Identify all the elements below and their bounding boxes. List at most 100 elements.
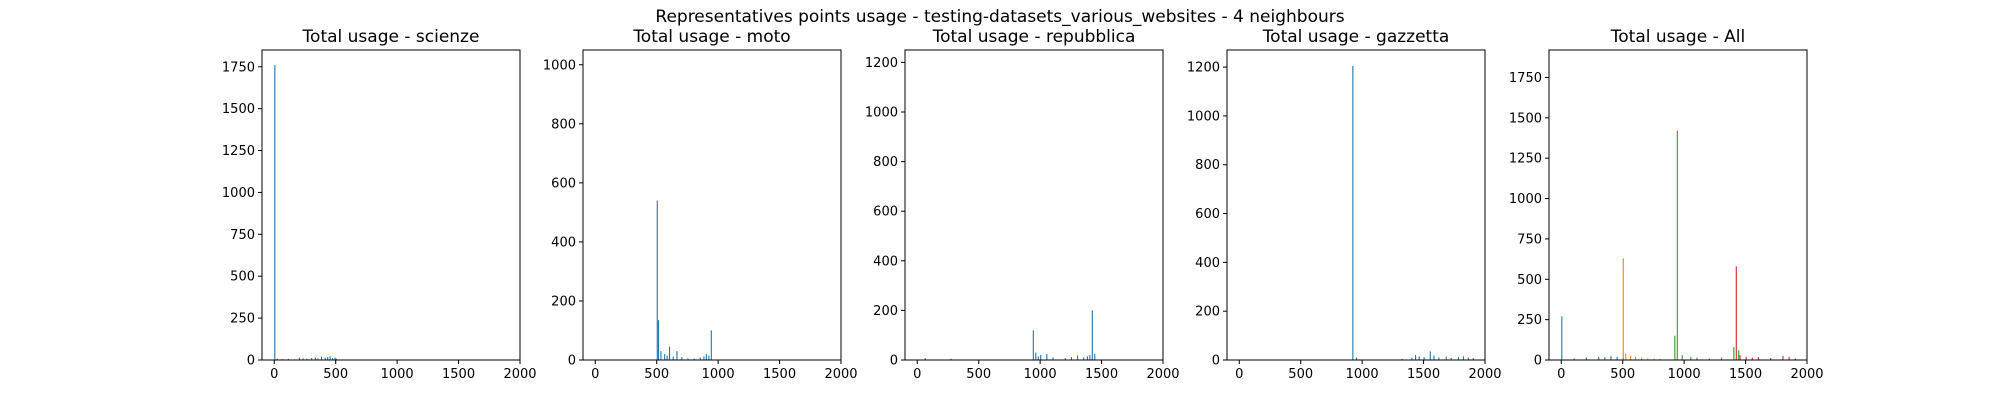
bar-moto bbox=[1647, 358, 1649, 360]
x-tick-label: 1000 bbox=[381, 367, 414, 382]
bar-gazzetta bbox=[1445, 356, 1447, 360]
y-tick-label: 1250 bbox=[1509, 152, 1542, 167]
bar-gazzetta bbox=[1433, 355, 1435, 360]
bar-gazzetta bbox=[1782, 355, 1784, 360]
y-tick-label: 1000 bbox=[1187, 109, 1220, 124]
bar-scienze bbox=[276, 358, 278, 360]
bar-scienze bbox=[1604, 357, 1606, 360]
chart-title: Total usage - All bbox=[1610, 27, 1745, 47]
x-tick-label: 2000 bbox=[1468, 367, 1501, 382]
bar-scienze bbox=[314, 357, 316, 360]
bar-moto bbox=[703, 356, 705, 360]
y-tick-label: 1000 bbox=[543, 58, 576, 73]
bar-repubblica bbox=[1064, 358, 1066, 360]
y-tick-label: 400 bbox=[873, 254, 898, 269]
bar-gazzetta bbox=[1411, 357, 1413, 360]
bar-scienze bbox=[1573, 358, 1575, 360]
y-tick-label: 0 bbox=[1534, 354, 1542, 369]
y-tick-label: 200 bbox=[551, 294, 576, 309]
x-tick-label: 1500 bbox=[1729, 367, 1762, 382]
x-tick-label: 2000 bbox=[503, 367, 536, 382]
bar-moto bbox=[666, 355, 668, 360]
y-tick-label: 1000 bbox=[222, 186, 255, 201]
bar-moto bbox=[657, 320, 660, 360]
x-tick-label: 1500 bbox=[442, 367, 475, 382]
bar-scienze bbox=[320, 356, 323, 360]
figure-suptitle: Representatives points usage - testing-d… bbox=[655, 7, 1344, 27]
panels-container: Total usage - scienze 0 500 1000 1500 2000 0 25… bbox=[222, 27, 1824, 382]
y-tick-label: 1750 bbox=[222, 60, 255, 75]
y-tick-label: 1200 bbox=[865, 56, 898, 71]
bar-repubblica bbox=[1708, 358, 1710, 360]
chart-panel: Total usage - gazzetta 0 500 1000 1500 2000 0 2… bbox=[1187, 27, 1502, 382]
bar-gazzetta bbox=[1429, 351, 1431, 360]
x-tick-label: 2000 bbox=[1146, 367, 1179, 382]
y-tick-label: 1000 bbox=[1509, 192, 1542, 207]
bar-moto bbox=[687, 358, 689, 360]
bar-scienze bbox=[306, 358, 308, 360]
bar-scienze bbox=[334, 357, 336, 360]
y-tick-label: 750 bbox=[230, 228, 255, 243]
y-tick-label: 0 bbox=[890, 354, 898, 369]
bar-repubblica bbox=[1690, 356, 1692, 360]
bar-moto bbox=[676, 351, 678, 360]
bar-repubblica bbox=[1733, 347, 1735, 360]
y-tick-label: 400 bbox=[1195, 256, 1220, 271]
bar-repubblica bbox=[1046, 353, 1048, 360]
bar-repubblica bbox=[1086, 356, 1088, 360]
bar-moto bbox=[708, 355, 710, 360]
bar-gazzetta bbox=[1739, 355, 1741, 360]
bar-repubblica bbox=[1077, 355, 1079, 360]
bar-scienze bbox=[1616, 356, 1618, 360]
y-tick-label: 250 bbox=[230, 312, 255, 327]
y-tick-label: 750 bbox=[1517, 232, 1542, 247]
chart-title: Total usage - gazzetta bbox=[1262, 27, 1450, 47]
bar-scienze bbox=[329, 356, 331, 360]
bar-moto bbox=[1622, 258, 1624, 360]
bar-repubblica bbox=[1094, 353, 1096, 360]
y-tick-label: 1750 bbox=[1509, 71, 1542, 86]
y-tick-label: 800 bbox=[873, 155, 898, 170]
bar-scienze bbox=[327, 356, 329, 360]
bar-gazzetta bbox=[1467, 357, 1469, 360]
chart-panel: Total usage - scienze 0 500 1000 1500 2000 0 25… bbox=[222, 27, 537, 382]
bar-repubblica bbox=[1040, 355, 1042, 360]
x-tick-label: 500 bbox=[644, 367, 669, 382]
bar-moto bbox=[669, 346, 671, 360]
bar-gazzetta bbox=[1472, 358, 1474, 360]
bar-gazzetta bbox=[1356, 357, 1358, 360]
bar-scienze bbox=[335, 358, 337, 360]
y-tick-label: 800 bbox=[551, 117, 576, 132]
x-tick-label: 1000 bbox=[702, 367, 735, 382]
x-tick-label: 500 bbox=[323, 367, 348, 382]
y-tick-label: 600 bbox=[1195, 207, 1220, 222]
bar-gazzetta bbox=[1735, 266, 1737, 360]
x-tick-label: 2000 bbox=[824, 367, 857, 382]
x-tick-label: 1500 bbox=[1085, 367, 1118, 382]
x-tick-label: 1000 bbox=[1024, 367, 1057, 382]
y-tick-label: 250 bbox=[1517, 313, 1542, 328]
y-tick-label: 1000 bbox=[865, 106, 898, 121]
bar-scienze bbox=[311, 357, 313, 360]
bar-moto bbox=[710, 330, 712, 360]
chart-title: Total usage - scienze bbox=[302, 27, 480, 47]
bar-moto bbox=[664, 354, 666, 360]
bar-gazzetta bbox=[1457, 357, 1460, 360]
bar-repubblica bbox=[1696, 357, 1698, 360]
y-tick-label: 1200 bbox=[1187, 61, 1220, 76]
bar-repubblica bbox=[1083, 357, 1085, 360]
bar-scienze bbox=[1585, 357, 1587, 360]
bar-repubblica bbox=[1674, 335, 1676, 360]
chart-title: Total usage - moto bbox=[632, 27, 790, 47]
chart-panel: Total usage - All 0 500 1000 1500 2000 0 250 500… bbox=[1509, 27, 1824, 382]
bar-repubblica bbox=[1070, 357, 1072, 360]
bar-moto bbox=[1653, 358, 1655, 360]
x-tick-label: 1000 bbox=[1668, 367, 1701, 382]
y-tick-label: 1500 bbox=[1509, 111, 1542, 126]
bar-repubblica bbox=[1721, 357, 1723, 360]
bar-repubblica bbox=[1037, 356, 1039, 360]
bar-moto bbox=[1635, 356, 1637, 360]
y-tick-label: 400 bbox=[551, 235, 576, 250]
bar-scienze bbox=[317, 358, 319, 360]
